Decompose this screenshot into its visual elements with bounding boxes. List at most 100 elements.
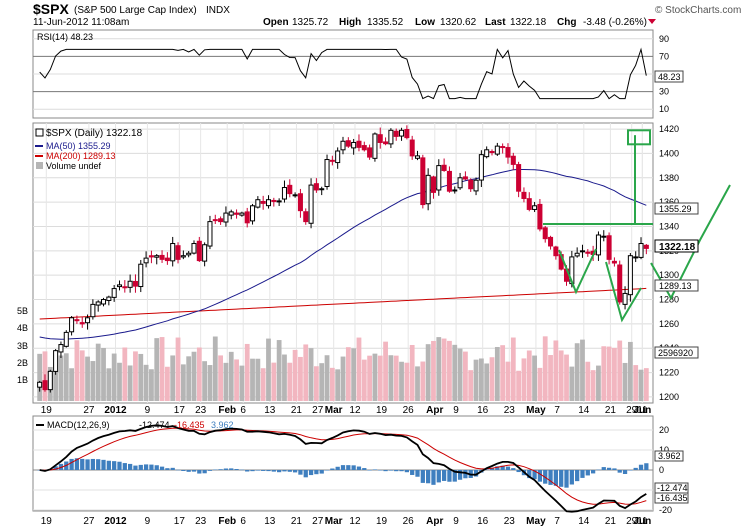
candle-body [85, 317, 91, 324]
candle-body [585, 251, 591, 254]
volume-bar [409, 344, 415, 401]
price-tick-label: 1220 [659, 368, 679, 378]
histogram-bar [207, 470, 213, 471]
histogram-bar [112, 461, 117, 470]
histogram-bar [175, 469, 181, 471]
histogram-bar [154, 465, 159, 470]
x-tick-label: 9 [145, 516, 151, 527]
volume-bar [335, 369, 341, 401]
histogram-bar [628, 470, 633, 471]
price-x-axis: 19 27 2012 9 17 23 Feb 6 13 21 27 Mar 12 19 26 Apr 9 16 23… [41, 405, 651, 416]
x-tick-label: 12 [349, 405, 361, 416]
x-tick-label: 27 [312, 405, 324, 416]
head-mark [605, 261, 642, 323]
volume-bar [542, 336, 548, 401]
candle-body [79, 322, 85, 325]
histogram-bar [532, 470, 537, 480]
candle-body [164, 257, 170, 262]
volume-bar [122, 347, 128, 401]
volume-bar [617, 340, 623, 401]
volume-bar [303, 344, 309, 401]
x-tick-label: 23 [504, 405, 516, 416]
histogram-bar [287, 470, 292, 472]
candle-body [617, 264, 623, 303]
x-tick-label: 19 [41, 405, 53, 416]
x-tick-label: Feb [218, 516, 236, 527]
volume-bar [388, 355, 394, 401]
volume-bar [436, 337, 442, 401]
candle-body [452, 189, 458, 192]
volume-bar [612, 347, 617, 401]
candle-body [542, 227, 548, 240]
volume-bar [585, 361, 591, 401]
volume-bar [596, 365, 601, 401]
histogram-bar [85, 459, 90, 470]
histogram-bar [80, 458, 85, 470]
histogram-bar [314, 470, 319, 475]
volume-bar [154, 338, 160, 401]
x-tick-label: 6 [240, 516, 246, 527]
volume-bar [159, 337, 165, 401]
x-tick-label: 14 [578, 405, 590, 416]
candle-body [638, 243, 644, 258]
watermark: © StockCharts.com [655, 5, 741, 16]
volume-bar [180, 364, 186, 401]
x-tick-label: 6 [240, 405, 246, 416]
volume-bar [143, 364, 149, 401]
candle-body [377, 134, 383, 143]
histogram-bar [218, 469, 223, 470]
candle-body [643, 244, 649, 249]
candle-body [500, 146, 506, 149]
histogram-bar [394, 470, 399, 472]
histogram-bar [303, 470, 308, 478]
candle-body [446, 170, 452, 192]
candle-body [69, 317, 75, 333]
volume-bar [484, 363, 490, 401]
histogram-bar [74, 458, 80, 470]
left-shoulder-mark [558, 248, 597, 295]
volume-bar [329, 367, 335, 401]
candle-body [622, 292, 628, 305]
volume-bar [452, 344, 458, 401]
ma50-value-box [654, 202, 699, 215]
volume-bars [37, 336, 649, 401]
candle-body [510, 155, 516, 165]
candle-body [537, 203, 543, 230]
x-tick-label: 16 [477, 516, 489, 527]
rsi-title: RSI(14) 48.23 [37, 32, 93, 42]
volume-bar [324, 355, 330, 401]
x-tick-label: 21 [605, 516, 617, 527]
histogram-bar [159, 466, 165, 470]
histogram-bar [143, 464, 149, 470]
volume-bar [298, 356, 303, 401]
x-tick-label: 27 [83, 405, 95, 416]
candle-body [191, 243, 197, 254]
x-tick-label: Jun [633, 405, 651, 416]
histogram-bar [495, 466, 500, 470]
x-tick-label: 19 [376, 405, 388, 416]
histogram-bar [266, 470, 271, 472]
x-tick-label: 21 [291, 405, 303, 416]
volume-bar [431, 340, 436, 401]
chart-header: $SPX (S&P 500 Large Cap Index) INDX 11-J… [33, 1, 741, 28]
volume-bar [106, 368, 112, 401]
macd-tick-label: 10 [659, 445, 669, 455]
candle-body [148, 255, 154, 258]
x-tick-label: 16 [477, 405, 489, 416]
histogram-bar [101, 459, 106, 470]
candle-body [478, 154, 484, 181]
histogram-bar [606, 467, 612, 470]
histogram-bar [133, 465, 138, 470]
candle-body [239, 212, 245, 216]
price-tick-label: 1360 [659, 197, 679, 207]
volume-bar [558, 350, 564, 401]
volume-bar [37, 353, 43, 401]
candle-body [111, 288, 117, 298]
price-tick-label: 1200 [659, 392, 679, 402]
candle-body [313, 183, 319, 191]
volume-tick-label: 3B [17, 341, 28, 351]
candle-body [47, 370, 53, 391]
last-price-box [654, 239, 699, 253]
volume-bar [457, 348, 463, 401]
macd-panel: -20-1001020 MACD(12,26,9) -12.474 -16.43… [32, 415, 689, 515]
